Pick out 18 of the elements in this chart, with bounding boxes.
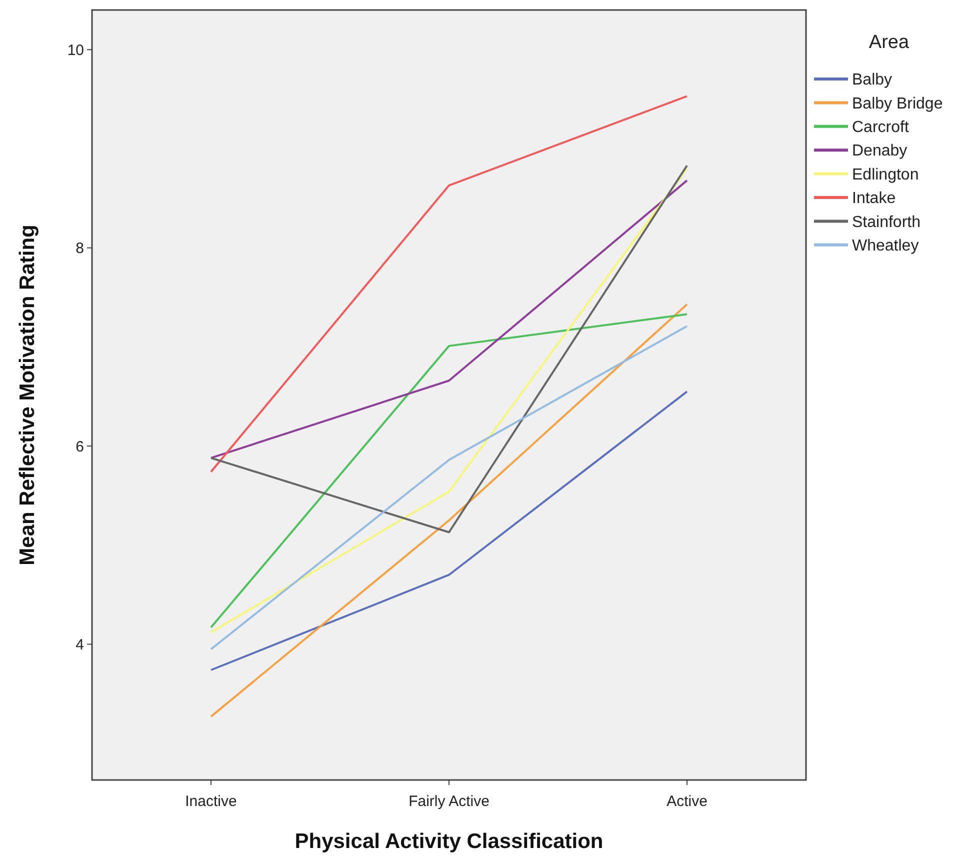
legend-label: Balby [852,72,892,89]
y-tick-label: 6 [76,438,84,456]
legend-label: Stainforth [852,214,920,231]
x-axis-title: Physical Activity Classification [294,830,604,853]
legend-label: Edlington [852,166,919,184]
x-tick-label: Active [666,793,708,810]
legend-label: Denaby [852,142,908,160]
legend-label: Wheatley [852,238,919,254]
y-axis-title: Mean Reflective Motivation Rating [16,224,39,566]
x-tick-label: Inactive [185,793,237,810]
y-tick-label: 8 [76,240,84,258]
x-tick-label: Fairly Active [408,793,490,810]
y-tick-label: 10 [67,42,84,59]
legend-title: Area [868,32,910,53]
legend-label: Carcroft [852,119,910,136]
legend-label: Intake [852,190,896,208]
legend-label: Balby Bridge [852,95,943,112]
y-tick-label: 4 [76,636,84,654]
